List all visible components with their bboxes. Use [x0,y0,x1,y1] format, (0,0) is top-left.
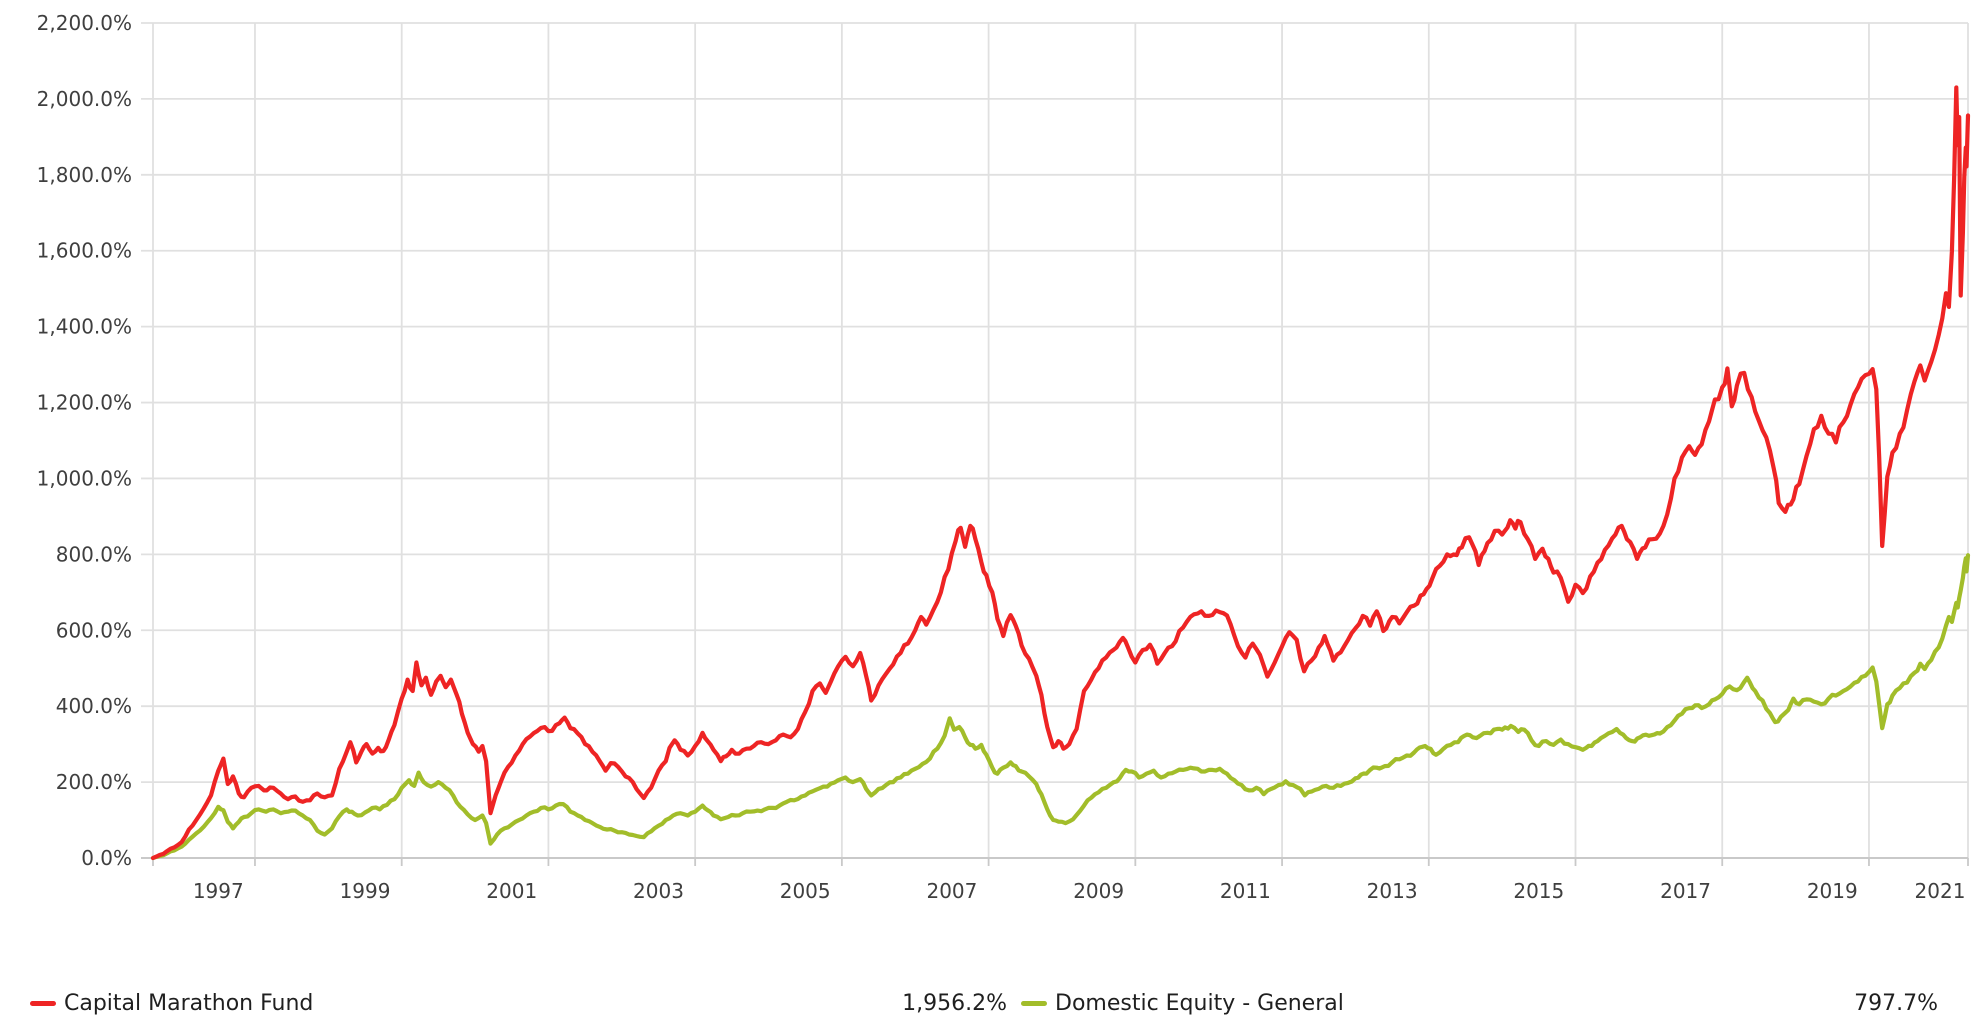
series-line-icon [1021,1001,1047,1006]
x-axis-label: 2007 [926,879,977,903]
y-axis-label: 1,400.0% [37,315,132,339]
y-axis-label: 600.0% [56,618,132,642]
x-axis-label: 2003 [633,879,684,903]
series-line-capital-marathon-fund [150,85,1971,861]
series-line-icon [30,1001,56,1006]
legend-value: 1,956.2% [902,991,1007,1016]
x-axis-label: 2005 [780,879,831,903]
x-axis-label: 2015 [1513,879,1564,903]
chart-canvas: 0.0% 200.0% 400.0% 600.0% 800.0% 1,000.0% 1,20… [37,11,1971,903]
y-axis-label: 1,200.0% [37,391,132,415]
y-axis-label: 2,200.0% [37,11,132,35]
y-axis-label: 800.0% [56,542,132,566]
x-axis-label: 2011 [1220,879,1271,903]
x-axis-label: 2001 [486,879,537,903]
legend-item-domestic-equity-general[interactable]: Domestic Equity - General 797.7% [1021,991,1938,1016]
legend-value: 797.7% [1854,991,1938,1016]
x-axis-label: 1997 [193,879,244,903]
y-axis-label: 0.0% [81,846,132,870]
x-axis-label: 2017 [1660,879,1711,903]
y-axis-label: 1,000.0% [37,466,132,490]
legend-label: Capital Marathon Fund [64,991,314,1016]
y-axis-label: 2,000.0% [37,87,132,111]
series-line-domestic-equity-general [150,553,1971,861]
x-axis-label: 2009 [1073,879,1124,903]
x-axis-label: 1999 [340,879,391,903]
y-axis-label: 1,800.0% [37,163,132,187]
x-axis-label: 2013 [1367,879,1418,903]
y-axis-label: 400.0% [56,694,132,718]
x-axis-label: 2021 [1915,879,1966,903]
chart-legend: Capital Marathon Fund 1,956.2% Domestic … [30,991,1938,1016]
y-axis-label: 1,600.0% [37,239,132,263]
y-axis-label: 200.0% [56,770,132,794]
legend-label: Domestic Equity - General [1055,991,1344,1016]
legend-item-capital-marathon-fund[interactable]: Capital Marathon Fund 1,956.2% [30,991,1007,1016]
x-axis-label: 2019 [1807,879,1858,903]
